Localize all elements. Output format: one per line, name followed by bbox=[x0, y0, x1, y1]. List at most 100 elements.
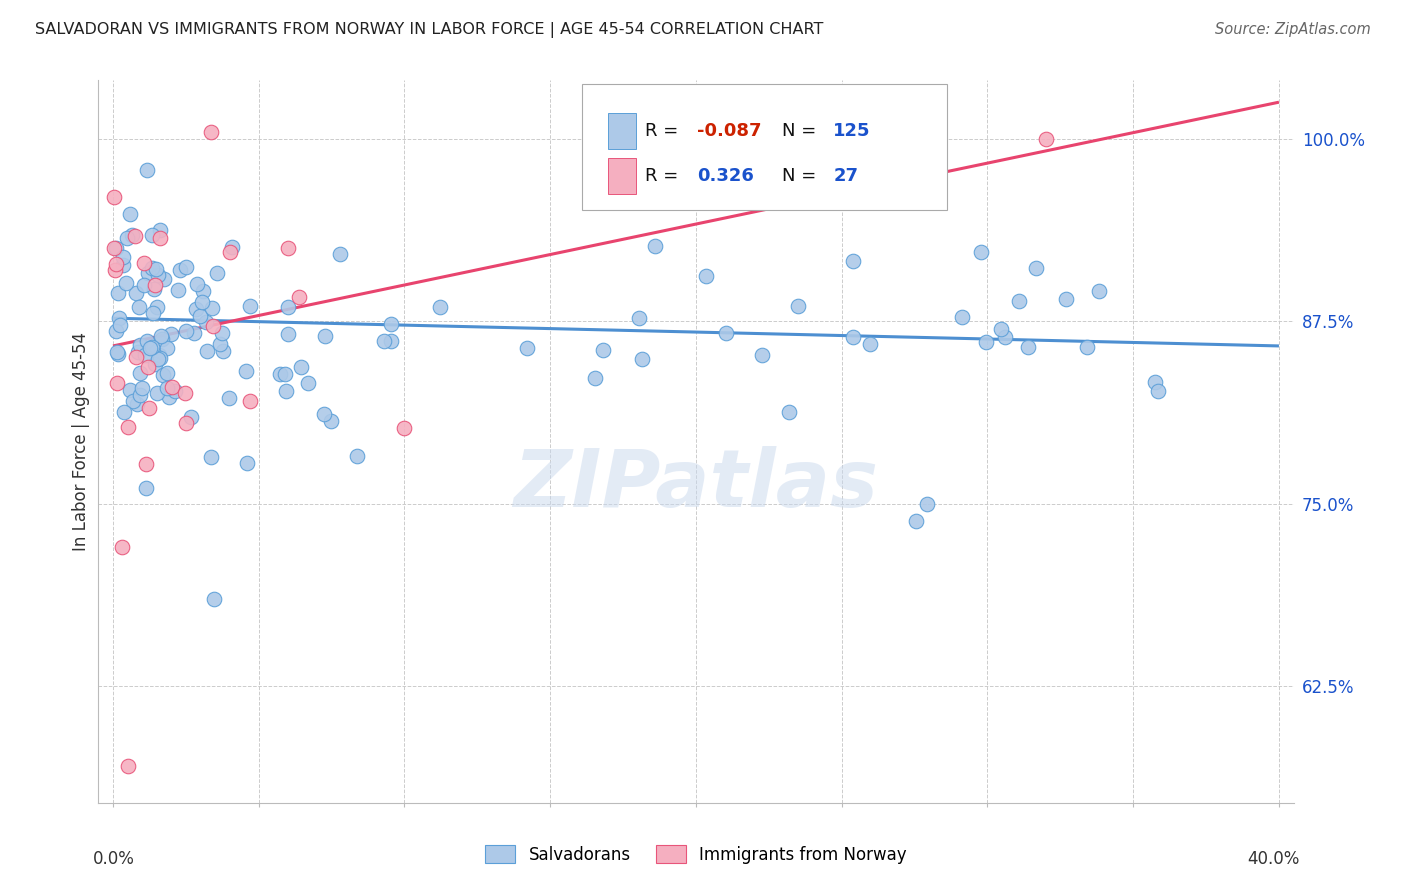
Point bbox=[139, 341, 162, 355]
Point bbox=[1147, 384, 1170, 398]
Point bbox=[970, 244, 993, 259]
Point bbox=[103, 241, 125, 255]
Text: SALVADORAN VS IMMIGRANTS FROM NORWAY IN LABOR FORCE | AGE 45-54 CORRELATION CHAR: SALVADORAN VS IMMIGRANTS FROM NORWAY IN … bbox=[35, 22, 824, 38]
Point bbox=[583, 370, 606, 384]
Point bbox=[184, 302, 207, 317]
Point bbox=[274, 384, 297, 398]
FancyBboxPatch shape bbox=[607, 158, 637, 194]
Point bbox=[314, 328, 336, 343]
Point bbox=[1035, 131, 1057, 145]
Point bbox=[990, 322, 1012, 336]
Point bbox=[173, 385, 195, 400]
Point bbox=[143, 357, 166, 371]
Point bbox=[842, 330, 865, 344]
Point bbox=[188, 310, 211, 324]
Point bbox=[107, 310, 129, 325]
Text: 125: 125 bbox=[834, 122, 870, 140]
Point bbox=[107, 286, 129, 301]
Point bbox=[290, 359, 312, 374]
Text: 40.0%: 40.0% bbox=[1247, 850, 1299, 868]
Point bbox=[202, 591, 225, 606]
Point bbox=[786, 299, 808, 313]
Point bbox=[373, 334, 395, 348]
Point bbox=[212, 344, 235, 359]
Point bbox=[135, 334, 157, 349]
Point bbox=[200, 450, 222, 464]
Text: R =: R = bbox=[644, 168, 689, 186]
Point bbox=[129, 366, 152, 380]
Point bbox=[141, 227, 163, 242]
Point bbox=[112, 250, 135, 264]
Point bbox=[134, 348, 156, 362]
Point bbox=[429, 300, 451, 314]
Point bbox=[152, 368, 174, 383]
Point bbox=[201, 301, 224, 315]
Point bbox=[142, 306, 165, 320]
Point bbox=[917, 498, 939, 512]
Text: N =: N = bbox=[782, 122, 823, 140]
Point bbox=[111, 541, 134, 555]
Point bbox=[174, 416, 197, 430]
Point bbox=[135, 457, 157, 471]
Point bbox=[1008, 294, 1031, 309]
Point bbox=[125, 397, 148, 411]
Point bbox=[117, 759, 139, 773]
Point bbox=[841, 253, 863, 268]
Point bbox=[156, 341, 179, 355]
Point bbox=[129, 388, 152, 402]
Point bbox=[150, 329, 173, 343]
Point bbox=[516, 341, 538, 355]
Point bbox=[145, 262, 167, 277]
Point bbox=[138, 401, 160, 415]
Text: N =: N = bbox=[782, 168, 823, 186]
Point bbox=[194, 315, 217, 329]
Point bbox=[1017, 340, 1039, 354]
Point bbox=[974, 334, 997, 349]
Point bbox=[169, 263, 191, 277]
Point bbox=[156, 366, 179, 380]
Point bbox=[346, 449, 368, 463]
Y-axis label: In Labor Force | Age 45-54: In Labor Force | Age 45-54 bbox=[72, 332, 90, 551]
Point bbox=[112, 258, 135, 272]
Point bbox=[125, 350, 148, 364]
Point bbox=[148, 351, 170, 365]
Point bbox=[149, 223, 172, 237]
Point bbox=[627, 310, 650, 325]
Point bbox=[180, 410, 202, 425]
Point bbox=[630, 351, 652, 366]
Point bbox=[186, 277, 208, 292]
Point bbox=[277, 240, 299, 254]
Point bbox=[394, 421, 416, 435]
Point bbox=[644, 239, 666, 253]
Point bbox=[105, 376, 128, 390]
FancyBboxPatch shape bbox=[607, 112, 637, 149]
Point bbox=[117, 231, 139, 245]
Point bbox=[380, 317, 402, 331]
Point bbox=[104, 241, 127, 255]
Point bbox=[152, 272, 174, 286]
Point bbox=[132, 256, 155, 270]
Point bbox=[269, 367, 291, 381]
Point bbox=[1054, 292, 1077, 306]
Point bbox=[132, 277, 155, 292]
Point bbox=[115, 276, 138, 290]
Point bbox=[150, 332, 173, 346]
Point bbox=[174, 324, 197, 338]
Point bbox=[163, 384, 186, 399]
Point bbox=[124, 229, 146, 244]
Point bbox=[904, 514, 927, 528]
Point bbox=[380, 334, 402, 348]
Point bbox=[183, 326, 205, 340]
Point bbox=[105, 256, 128, 270]
Point bbox=[859, 337, 882, 351]
Point bbox=[314, 407, 336, 421]
Point bbox=[103, 190, 125, 204]
Point bbox=[1076, 340, 1098, 354]
Point bbox=[141, 339, 163, 353]
Point bbox=[142, 282, 165, 296]
Point bbox=[235, 364, 257, 378]
Point bbox=[128, 300, 150, 314]
Point bbox=[239, 394, 262, 409]
Point bbox=[121, 228, 143, 243]
Point bbox=[136, 265, 159, 279]
